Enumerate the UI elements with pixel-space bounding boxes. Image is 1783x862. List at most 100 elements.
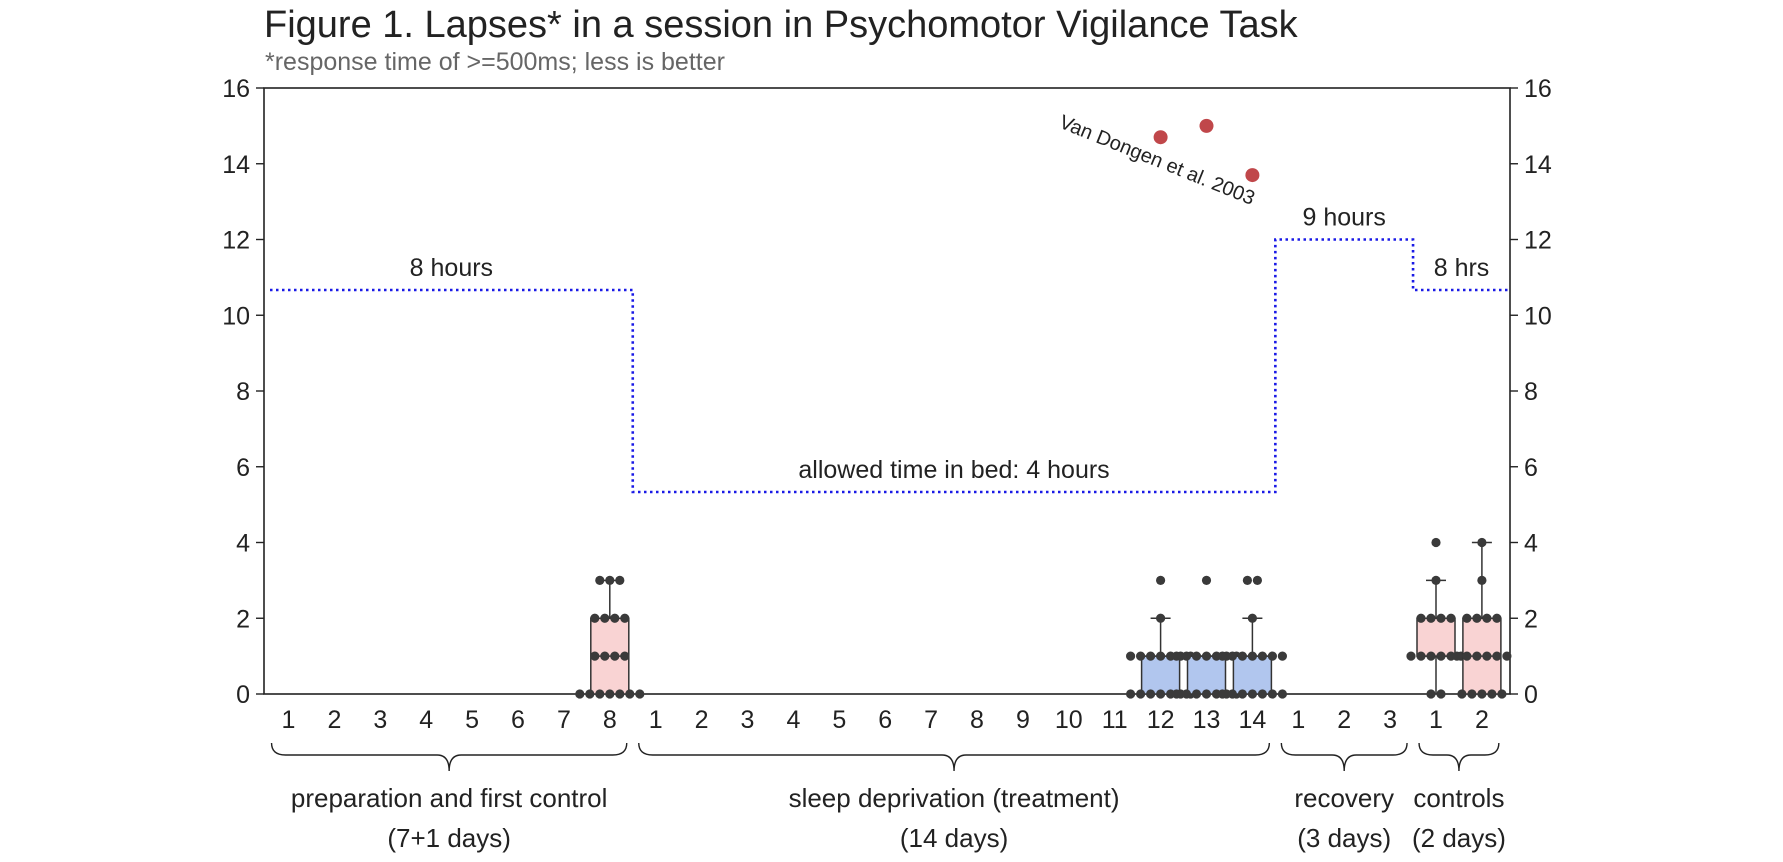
swarm-point [1217,689,1227,699]
swarm-point [1181,651,1192,661]
group-label: preparation and first control [291,783,608,813]
swarm-point [1201,575,1212,585]
x-tick-label: 2 [1337,706,1351,734]
box-body [1416,617,1456,657]
group-sublabel: (7+1 days) [387,823,511,853]
swarm-point [1487,689,1497,699]
swarm-point [1492,613,1502,623]
y-tick-label-left: 4 [236,530,250,558]
time-in-bed-label: 8 hrs [1434,254,1490,282]
x-tick-label: 4 [786,706,800,734]
swarm-point [1237,651,1247,661]
y-tick-label-right: 2 [1524,605,1538,633]
swarm-point [1156,575,1166,585]
swarm-point [585,689,595,699]
x-tick-label: 1 [1429,706,1443,734]
swarm-point [1126,689,1136,699]
x-tick-label: 7 [557,706,571,734]
swarm-point [1257,689,1267,699]
swarm-point [1252,575,1262,585]
y-tick-label-left: 0 [236,681,250,709]
x-tick-label: 1 [649,706,663,734]
swarm-point [1462,651,1472,661]
group-brace [270,742,628,772]
swarm-point [1436,613,1446,623]
swarm-point [1472,613,1482,623]
swarm-point [575,689,585,699]
group-sublabel: (2 days) [1412,823,1506,853]
swarm-point [1492,651,1502,661]
swarm-point [1457,689,1467,699]
swarm-point [1217,651,1227,661]
swarm-point [1126,651,1136,661]
swarm-point [1146,689,1156,699]
x-tick-label: 11 [1102,706,1128,734]
swarm-point [1267,651,1277,661]
swarm-point [615,689,625,699]
swarm-point [625,689,635,699]
swarm-point [1247,613,1257,623]
swarm-point [635,689,645,699]
group-brace [1280,742,1408,772]
group-label: sleep deprivation (treatment) [789,783,1120,813]
group-sublabel: (3 days) [1297,823,1391,853]
y-tick-label-right: 0 [1524,681,1538,709]
swarm-point [1482,651,1492,661]
x-tick-label: 2 [327,706,341,734]
x-tick-label: 5 [465,706,479,734]
group-sublabel: (14 days) [900,823,1008,853]
x-tick-label: 6 [878,706,892,734]
swarm-point [1242,575,1252,585]
swarm-point [1426,613,1436,623]
swarm-point [1136,651,1146,661]
x-tick-label: 8 [603,706,617,734]
plot-frame [263,87,1511,695]
swarm-point [1156,689,1166,699]
swarm-point [1267,689,1277,699]
x-tick-label: 13 [1193,706,1221,734]
swarm-point [1201,651,1212,661]
swarm-point [1277,689,1287,699]
swarm-point [1431,575,1441,585]
x-tick-label: 7 [924,706,938,734]
swarm-point [1247,651,1257,661]
y-tick-label-right: 4 [1524,530,1538,558]
time-in-bed-line [270,238,1510,494]
swarm-point [1237,689,1247,699]
swarm-point [595,575,605,585]
chart-title: Figure 1. Lapses* in a session in Psycho… [264,4,1299,46]
swarm-point [1171,689,1182,699]
swarm-point [595,689,605,699]
group-brace [638,742,1271,772]
swarm-point [1156,651,1166,661]
swarm-point [1452,651,1462,661]
time-in-bed-label: allowed time in bed: 4 hours [798,456,1109,484]
swarm-point [1431,537,1441,548]
box-body [1140,655,1181,695]
swarm-point [590,651,600,661]
reference-point [1199,118,1214,133]
x-tick-label: 3 [741,706,755,734]
y-tick-label-left: 6 [236,454,250,482]
x-tick-label: 14 [1238,706,1266,734]
swarm-point [1191,689,1202,699]
x-tick-label: 10 [1055,706,1083,734]
y-tick-label-left: 16 [222,75,250,103]
swarm-point [1227,651,1237,661]
x-tick-label: 4 [419,706,433,734]
swarm-point [1477,575,1487,585]
swarm-point [1426,689,1436,699]
swarm-point [620,651,630,661]
swarm-point [1406,651,1416,661]
swarm-point [605,575,615,585]
swarm-point [1156,613,1166,623]
swarm-point [1436,689,1446,699]
x-tick-label: 1 [1291,706,1305,734]
swarm-point [1446,613,1456,623]
swarm-point [1477,537,1487,548]
y-tick-label-left: 10 [222,302,250,330]
y-tick-label-right: 14 [1524,151,1552,179]
swarm-point [615,575,625,585]
swarm-point [1136,689,1146,699]
swarm-point [600,613,610,623]
